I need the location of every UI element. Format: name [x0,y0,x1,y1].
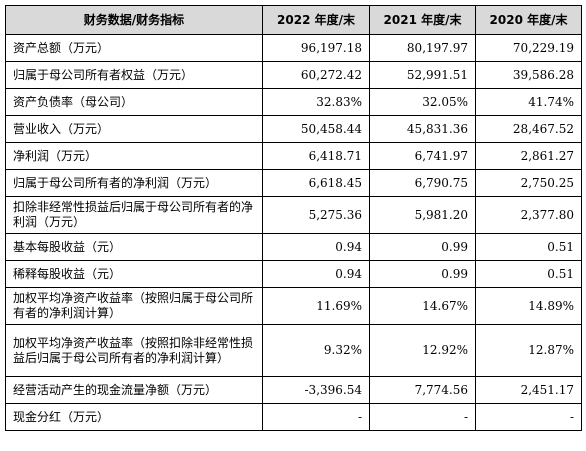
value-2020: 2,750.25 [475,169,582,197]
value-2020: 2,377.80 [475,196,582,234]
value-2020: - [475,403,582,431]
value-2020: 0.51 [475,260,582,288]
table-row: 营业收入（万元） 50,458.44 45,831.36 28,467.52 [5,115,582,143]
value-2022: 96,197.18 [262,34,370,62]
value-2020: 2,861.27 [475,142,582,170]
row-label: 归属于母公司所有者的净利润（万元） [5,169,263,197]
row-label: 资产负债率（母公司） [5,88,263,116]
value-2022: 6,418.71 [262,142,370,170]
value-2020: 2,451.17 [475,376,582,404]
value-2020: 28,467.52 [475,115,582,143]
table-row: 扣除非经常性损益后归属于母公司所有者的净利润（万元） 5,275.36 5,98… [5,196,582,234]
row-label: 加权平均净资产收益率（按照扣除非经常性损益后归属于母公司所有者的净利润计算） [5,324,263,377]
value-2020: 12.87% [475,324,582,377]
row-label: 扣除非经常性损益后归属于母公司所有者的净利润（万元） [5,196,263,234]
table-row: 资产总额（万元） 96,197.18 80,197.97 70,229.19 [5,34,582,62]
value-2021: 52,991.51 [369,61,476,89]
row-label: 稀释每股收益（元） [5,260,263,288]
table-row: 归属于母公司所有者的净利润（万元） 6,618.45 6,790.75 2,75… [5,169,582,197]
table-row: 加权平均净资产收益率（按照归属于母公司所有者的净利润计算） 11.69% 14.… [5,287,582,325]
value-2022: 60,272.42 [262,61,370,89]
value-2021: 5,981.20 [369,196,476,234]
value-2020: 39,586.28 [475,61,582,89]
row-label: 基本每股收益（元） [5,233,263,261]
header-2020: 2020 年度/末 [475,5,582,35]
value-2022: -3,396.54 [262,376,370,404]
value-2022: 6,618.45 [262,169,370,197]
table-row: 稀释每股收益（元） 0.94 0.99 0.51 [5,260,582,288]
value-2022: 50,458.44 [262,115,370,143]
table-row: 加权平均净资产收益率（按照扣除非经常性损益后归属于母公司所有者的净利润计算） 9… [5,324,582,377]
value-2021: - [369,403,476,431]
table-row: 净利润（万元） 6,418.71 6,741.97 2,861.27 [5,142,582,170]
value-2020: 41.74% [475,88,582,116]
row-label: 营业收入（万元） [5,115,263,143]
value-2021: 12.92% [369,324,476,377]
header-2021: 2021 年度/末 [369,5,476,35]
value-2021: 6,790.75 [369,169,476,197]
table-row: 经营活动产生的现金流量净额（万元） -3,396.54 7,774.56 2,4… [5,376,582,404]
value-2021: 14.67% [369,287,476,325]
value-2022: 5,275.36 [262,196,370,234]
value-2021: 0.99 [369,260,476,288]
value-2021: 6,741.97 [369,142,476,170]
header-row: 财务数据/财务指标 2022 年度/末 2021 年度/末 2020 年度/末 [5,5,582,35]
row-label: 净利润（万元） [5,142,263,170]
row-label: 经营活动产生的现金流量净额（万元） [5,376,263,404]
table-row: 归属于母公司所有者权益（万元） 60,272.42 52,991.51 39,5… [5,61,582,89]
value-2022: 32.83% [262,88,370,116]
header-2022: 2022 年度/末 [262,5,370,35]
value-2020: 0.51 [475,233,582,261]
row-label: 归属于母公司所有者权益（万元） [5,61,263,89]
value-2022: 0.94 [262,260,370,288]
value-2021: 32.05% [369,88,476,116]
value-2022: 9.32% [262,324,370,377]
row-label: 现金分红（万元） [5,403,263,431]
value-2020: 70,229.19 [475,34,582,62]
value-2021: 80,197.97 [369,34,476,62]
row-label: 资产总额（万元） [5,34,263,62]
header-indicator: 财务数据/财务指标 [5,5,263,35]
value-2020: 14.89% [475,287,582,325]
table-row: 现金分红（万元） - - - [5,403,582,431]
value-2022: 11.69% [262,287,370,325]
value-2021: 0.99 [369,233,476,261]
value-2021: 45,831.36 [369,115,476,143]
row-label: 加权平均净资产收益率（按照归属于母公司所有者的净利润计算） [5,287,263,325]
value-2021: 7,774.56 [369,376,476,404]
value-2022: 0.94 [262,233,370,261]
table-row: 资产负债率（母公司） 32.83% 32.05% 41.74% [5,88,582,116]
value-2022: - [262,403,370,431]
table-row: 基本每股收益（元） 0.94 0.99 0.51 [5,233,582,261]
financial-indicators-table: 财务数据/财务指标 2022 年度/末 2021 年度/末 2020 年度/末 … [5,5,582,431]
